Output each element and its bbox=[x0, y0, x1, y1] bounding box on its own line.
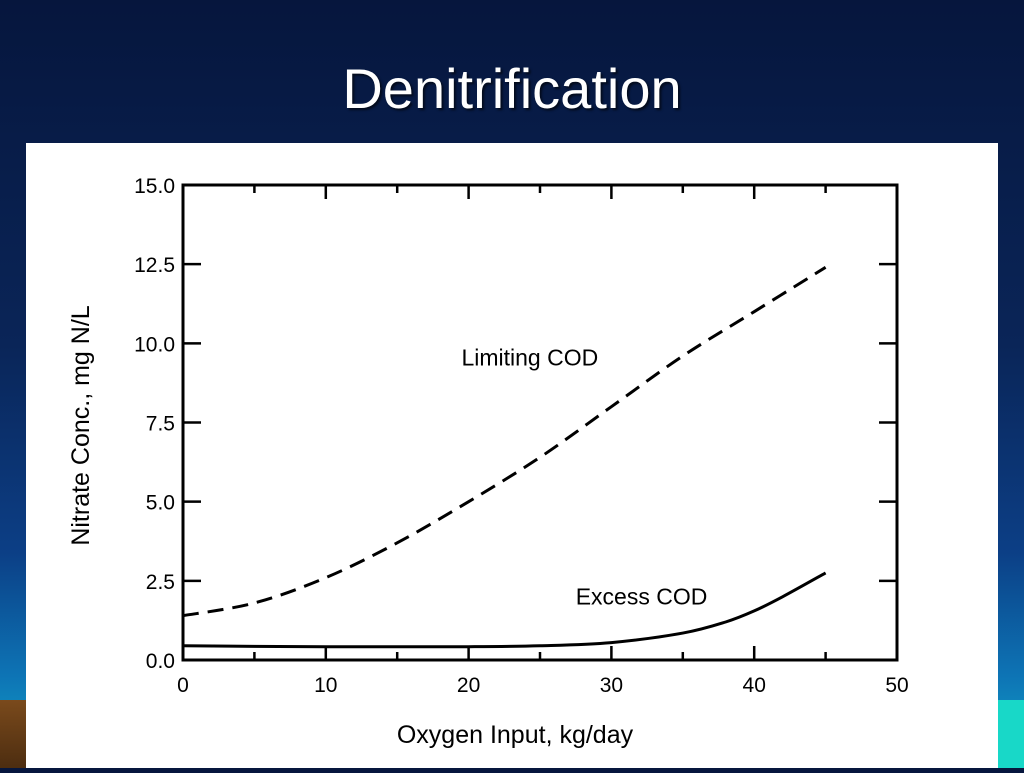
x-tick-label: 10 bbox=[314, 674, 337, 697]
x-tick-label: 20 bbox=[457, 674, 480, 697]
plot-frame bbox=[181, 183, 899, 662]
y-tick-label: 15.0 bbox=[134, 175, 175, 198]
x-tick-label: 0 bbox=[177, 674, 189, 697]
series-label-excess-cod: Excess COD bbox=[576, 584, 708, 610]
series-label-limiting-cod: Limiting COD bbox=[461, 345, 598, 371]
nitrate-chart: 0 10 20 30 40 50 0.0 2.5 5.0 7.5 10.0 12.5 15.0 Oxyge… bbox=[67, 175, 909, 749]
y-tick-label: 12.5 bbox=[134, 254, 175, 277]
left-decoration bbox=[0, 700, 26, 768]
y-tick-label: 10.0 bbox=[134, 333, 175, 356]
y-tick-label: 0.0 bbox=[146, 650, 175, 673]
x-tick-label: 50 bbox=[885, 674, 908, 697]
chart-figure: 0 10 20 30 40 50 0.0 2.5 5.0 7.5 10.0 12.5 15.0 Oxyge… bbox=[26, 143, 998, 768]
slide-title: Denitrification bbox=[342, 57, 682, 120]
x-tick-label: 30 bbox=[600, 674, 623, 697]
x-tick-label: 40 bbox=[743, 674, 766, 697]
y-tick-label: 5.0 bbox=[146, 492, 175, 515]
x-axis-label: Oxygen Input, kg/day bbox=[397, 721, 634, 749]
y-axis-label: Nitrate Conc., mg N/L bbox=[67, 305, 95, 545]
series-line-excess-cod bbox=[182, 571, 827, 649]
y-tick-label: 7.5 bbox=[146, 413, 175, 436]
series-line-limiting-cod bbox=[182, 266, 827, 618]
right-decoration bbox=[998, 700, 1024, 768]
y-tick-label: 2.5 bbox=[146, 571, 175, 594]
